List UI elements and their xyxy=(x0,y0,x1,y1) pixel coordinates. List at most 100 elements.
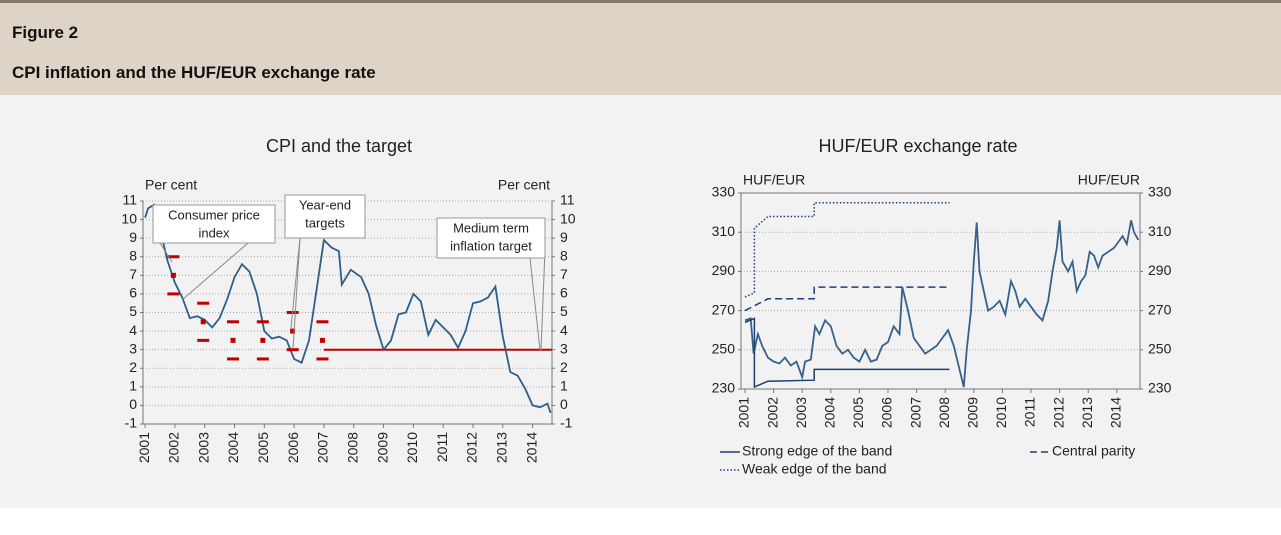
x-tick-label: 2014 xyxy=(523,432,539,463)
target-point xyxy=(290,328,296,334)
target-point xyxy=(260,337,266,343)
legend-label: Strong edge of the band xyxy=(742,443,892,459)
data-line xyxy=(144,203,552,414)
legend-label: Central parity xyxy=(1052,443,1135,459)
target-band-edge xyxy=(286,348,299,352)
y-tick-label: 2 xyxy=(129,359,137,375)
target-band-edge xyxy=(316,357,329,361)
y-tick-label: 290 xyxy=(712,262,736,278)
annotation-text: targets xyxy=(305,215,345,230)
y-tick-label: 230 xyxy=(712,380,736,396)
annotation-text: inflation target xyxy=(450,238,532,253)
annotation-text: index xyxy=(198,225,230,240)
y-tick-label: 8 xyxy=(129,247,137,263)
annotation-text: Consumer price xyxy=(168,207,260,222)
y2-tick-label: 4 xyxy=(560,322,568,338)
annotation-box xyxy=(436,217,546,259)
band-line xyxy=(744,317,950,389)
x-tick-label: 2009 xyxy=(374,432,390,463)
y2-tick-label: 1 xyxy=(560,378,568,394)
x-tick-label: 2001 xyxy=(736,397,752,428)
leader-line xyxy=(290,237,301,329)
target-band-edge xyxy=(167,292,180,296)
x-tick-label: 2014 xyxy=(1108,397,1124,428)
y-tick-label: 310 xyxy=(712,223,736,239)
y2-tick-label: 6 xyxy=(560,285,568,301)
x-tick-label: 2010 xyxy=(404,432,420,463)
y2-tick-label: 2 xyxy=(560,359,568,375)
y-tick-label: 11 xyxy=(122,192,137,208)
leader-line xyxy=(181,242,249,301)
x-tick-label: 2007 xyxy=(907,397,923,428)
x-tick-label: 2005 xyxy=(255,432,271,463)
x-tick-label: 2001 xyxy=(136,432,152,463)
band-line xyxy=(744,202,950,298)
legend-label: Weak edge of the band xyxy=(742,461,887,477)
x-tick-label: 2007 xyxy=(315,432,331,463)
figure-label: Figure 2 xyxy=(12,23,79,42)
y2-tick-label: 290 xyxy=(1148,262,1172,278)
leader-line xyxy=(540,249,546,351)
target-band-edge xyxy=(167,255,180,259)
x-tick-label: 2010 xyxy=(993,397,1009,428)
target-point xyxy=(230,337,236,343)
x-tick-label: 2013 xyxy=(494,432,510,463)
chart-title: CPI and the target xyxy=(266,136,412,156)
y2-tick-label: 250 xyxy=(1148,341,1172,357)
y-tick-label: 1 xyxy=(129,378,137,394)
y2-tick-label: 270 xyxy=(1148,301,1172,317)
y-tick-label: 270 xyxy=(712,301,736,317)
y2-tick-label: 8 xyxy=(560,247,568,263)
target-band-edge xyxy=(197,301,210,305)
y-tick-label: 250 xyxy=(712,341,736,357)
target-band-edge xyxy=(256,357,269,361)
x-tick-label: 2009 xyxy=(965,397,981,428)
x-tick-label: 2003 xyxy=(195,432,211,463)
y-tick-label: 5 xyxy=(129,303,137,319)
band-line xyxy=(744,286,950,312)
target-band-edge xyxy=(197,338,210,342)
annotation-text: Year-end xyxy=(299,197,351,212)
y-axis-label: HUF/EUR xyxy=(743,172,805,188)
y2-tick-label: -1 xyxy=(560,415,573,431)
figure-title: CPI inflation and the HUF/EUR exchange r… xyxy=(12,63,376,82)
x-tick-label: 2012 xyxy=(1050,397,1066,428)
target-band-edge xyxy=(227,357,240,361)
y2-tick-label: 330 xyxy=(1148,184,1172,200)
y-tick-label: 6 xyxy=(129,285,137,301)
y2-axis-label: Per cent xyxy=(498,177,550,193)
y-tick-label: 0 xyxy=(129,396,137,412)
x-tick-label: 2002 xyxy=(166,432,182,463)
annotation-box xyxy=(284,194,366,239)
x-tick-label: 2011 xyxy=(434,432,450,462)
leader-line xyxy=(159,242,173,263)
data-line xyxy=(744,220,1140,388)
x-tick-label: 2011 xyxy=(1022,397,1038,427)
target-point xyxy=(170,272,176,278)
y2-tick-label: 7 xyxy=(560,266,568,282)
x-tick-label: 2008 xyxy=(344,432,360,463)
y2-tick-label: 0 xyxy=(560,396,568,412)
y2-tick-label: 10 xyxy=(560,210,576,226)
y2-axis-label: HUF/EUR xyxy=(1078,172,1140,188)
x-tick-label: 2004 xyxy=(822,397,838,428)
y-tick-label: -1 xyxy=(125,415,138,431)
target-band-edge xyxy=(316,320,329,324)
y2-tick-label: 9 xyxy=(560,229,568,245)
target-point xyxy=(200,319,206,325)
x-tick-label: 2006 xyxy=(879,397,895,428)
y-tick-label: 7 xyxy=(129,266,137,282)
y2-tick-label: 3 xyxy=(560,340,568,356)
y2-tick-label: 11 xyxy=(560,192,575,208)
panel xyxy=(0,95,1281,508)
x-tick-label: 2006 xyxy=(285,432,301,463)
x-tick-label: 2013 xyxy=(1079,397,1095,428)
x-tick-label: 2008 xyxy=(936,397,952,428)
chart-title: HUF/EUR exchange rate xyxy=(818,136,1017,156)
y-tick-label: 4 xyxy=(129,322,137,338)
x-tick-label: 2005 xyxy=(850,397,866,428)
y-tick-label: 3 xyxy=(129,340,137,356)
leader-line xyxy=(529,257,541,351)
target-band-edge xyxy=(227,320,240,324)
